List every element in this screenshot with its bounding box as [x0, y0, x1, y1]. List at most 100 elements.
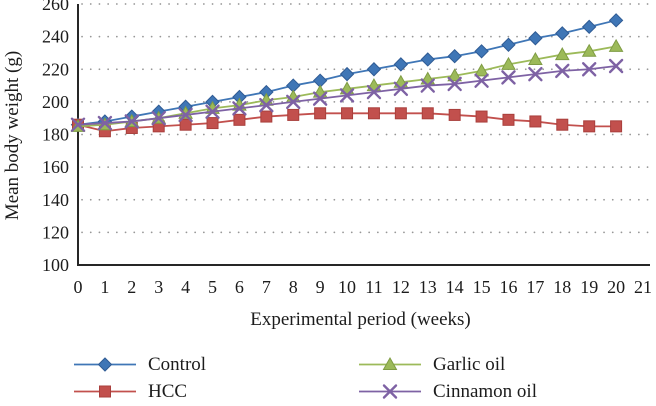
- data-point-x: [382, 384, 398, 399]
- data-point-triangle: [474, 63, 489, 77]
- data-point-diamond: [366, 62, 382, 77]
- legend-item-control: Control: [73, 354, 358, 376]
- y-tick-label: 140: [42, 190, 69, 210]
- x-tick-label: 2: [127, 277, 136, 297]
- legend-label-hcc: HCC: [148, 380, 188, 402]
- data-point-x: [528, 66, 543, 82]
- data-point-diamond: [393, 57, 409, 72]
- y-tick-label: 100: [42, 255, 69, 275]
- data-point-diamond: [420, 52, 435, 67]
- x-tick-label: 14: [446, 277, 464, 297]
- data-point-square: [475, 110, 488, 123]
- x-tick-label: 19: [580, 277, 598, 297]
- data-point-square: [99, 385, 111, 398]
- data-point-square: [341, 107, 354, 120]
- data-point-x: [178, 107, 193, 123]
- data-point-x: [339, 88, 355, 103]
- data-point-diamond: [528, 31, 543, 46]
- data-point-square: [233, 113, 246, 126]
- x-tick-label: 3: [154, 277, 163, 297]
- data-point-x: [608, 58, 624, 74]
- data-point-diamond: [97, 357, 113, 372]
- x-tick-label: 6: [235, 277, 244, 297]
- data-point-square: [206, 117, 219, 130]
- data-point-diamond: [501, 37, 516, 52]
- data-point-triangle: [501, 56, 516, 70]
- data-point-diamond: [447, 48, 462, 64]
- x-tick-label: 1: [100, 277, 109, 297]
- x-tick-label: 12: [392, 277, 410, 297]
- x-tick-label: 15: [473, 277, 491, 297]
- data-point-x: [70, 117, 86, 132]
- data-point-x: [474, 73, 489, 88]
- x-tick-label: 13: [419, 277, 437, 297]
- data-point-square: [529, 115, 542, 128]
- data-point-x: [581, 62, 597, 77]
- data-point-x: [420, 78, 435, 93]
- y-axis-title: Mean body weight (g): [2, 50, 23, 221]
- y-tick-label: 180: [42, 125, 69, 145]
- data-point-square: [260, 110, 273, 123]
- legend-item-hcc: HCC: [73, 381, 358, 403]
- data-point-square: [179, 118, 192, 131]
- data-point-square: [448, 108, 461, 121]
- cinnamon-oil-x-marker-icon: [359, 384, 421, 399]
- data-point-x: [555, 63, 570, 79]
- data-point-triangle: [608, 38, 624, 52]
- data-point-x: [205, 104, 220, 119]
- data-point-x: [366, 84, 382, 100]
- data-point-diamond: [474, 44, 489, 59]
- chart-legend: Control HCC Garlic oil Cinnamon oil: [73, 351, 537, 405]
- data-point-x: [124, 114, 140, 129]
- data-point-triangle: [382, 356, 398, 370]
- data-point-triangle: [528, 51, 543, 65]
- data-point-x: [312, 91, 328, 106]
- y-tick-label: 220: [42, 59, 69, 79]
- y-tick-label: 160: [42, 157, 69, 177]
- data-point-square: [287, 108, 300, 121]
- data-point-square: [556, 118, 569, 131]
- control-diamond-marker-icon: [74, 357, 136, 372]
- data-point-x: [447, 76, 462, 92]
- x-tick-label: 16: [499, 277, 517, 297]
- data-point-square: [583, 120, 596, 133]
- x-tick-label: 0: [74, 277, 83, 297]
- data-point-x: [151, 110, 166, 126]
- x-tick-label: 8: [289, 277, 298, 297]
- legend-item-garlic-oil: Garlic oil: [358, 354, 537, 376]
- data-point-x: [232, 101, 247, 116]
- x-tick-label: 7: [262, 277, 271, 297]
- data-point-x: [393, 81, 409, 97]
- legend-item-cinnamon-oil: Cinnamon oil: [358, 381, 537, 403]
- x-tick-label: 4: [181, 277, 190, 297]
- series-cinnamon-oil: [70, 58, 624, 132]
- legend-label-control: Control: [148, 353, 207, 375]
- x-tick-label: 10: [338, 277, 356, 297]
- data-point-square: [367, 107, 380, 120]
- x-tick-label: 21: [634, 277, 652, 297]
- data-point-x: [97, 115, 113, 131]
- x-tick-label: 18: [553, 277, 571, 297]
- x-tick-label: 9: [316, 277, 325, 297]
- legend-label-cinnamon-oil: Cinnamon oil: [433, 380, 537, 402]
- hcc-square-marker-icon: [74, 385, 136, 398]
- x-tick-label: 20: [607, 277, 625, 297]
- y-tick-label: 260: [42, 0, 69, 14]
- x-tick-label: 17: [526, 277, 544, 297]
- data-point-square: [610, 120, 623, 133]
- data-point-x: [259, 97, 274, 113]
- x-tick-label: 5: [208, 277, 217, 297]
- data-point-square: [314, 107, 327, 120]
- data-point-square: [502, 113, 515, 126]
- x-axis-title: Experimental period (weeks): [250, 309, 471, 330]
- data-point-diamond: [339, 66, 355, 82]
- data-point-x: [286, 94, 301, 110]
- data-point-square: [394, 107, 407, 120]
- x-tick-label: 11: [365, 277, 382, 297]
- data-point-triangle: [447, 68, 463, 82]
- data-point-diamond: [555, 26, 570, 41]
- data-point-diamond: [608, 13, 624, 28]
- legend-label-garlic-oil: Garlic oil: [433, 353, 506, 375]
